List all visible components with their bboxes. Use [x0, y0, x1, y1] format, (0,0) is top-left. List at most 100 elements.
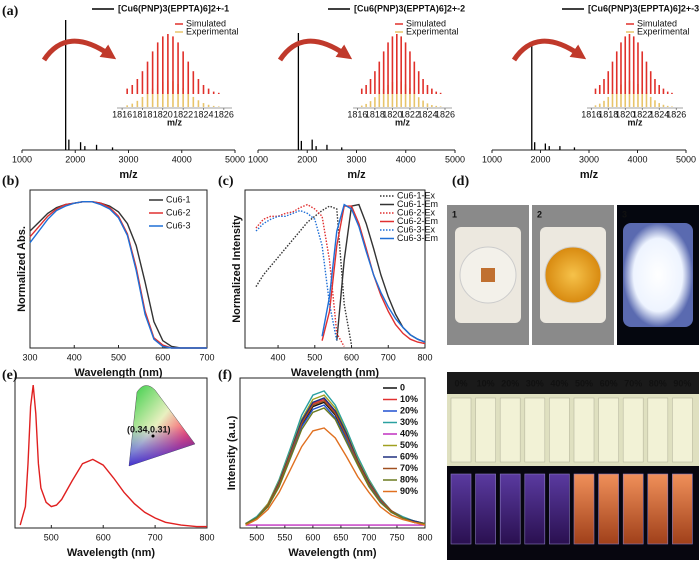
- panel-label: (c): [218, 174, 234, 189]
- vial-daylight: [647, 397, 669, 463]
- y-axis-label: Intensity (a.u.): [226, 415, 238, 490]
- inset-tick-label: 1818: [365, 109, 385, 119]
- x-tick-label: 3000: [118, 154, 138, 164]
- x-tick-label: 4000: [627, 154, 647, 164]
- legend-label: Cu6-1: [166, 194, 191, 204]
- inset-tick-label: 1820: [382, 109, 402, 119]
- vial-label: 0%: [454, 378, 467, 388]
- cie-blue: [129, 385, 195, 466]
- vial-uv: [475, 473, 496, 545]
- vial-daylight: [622, 397, 644, 463]
- x-tick-label: 600: [96, 532, 111, 542]
- x-tick-label: 4000: [396, 154, 416, 164]
- y-axis-label: Normalized Intensity: [231, 214, 243, 322]
- vial-label: 60%: [600, 378, 618, 388]
- x-tick-label: 500: [307, 352, 322, 362]
- x-tick-label: 700: [148, 532, 163, 542]
- x-tick-label: 800: [199, 532, 214, 542]
- inset-tick-label: 1822: [173, 109, 193, 119]
- inset-tick-label: 1824: [193, 109, 213, 119]
- series-line: [19, 385, 207, 528]
- panel-label: (b): [2, 174, 19, 189]
- x-tick-label: 550: [277, 532, 292, 542]
- x-tick-label: 800: [417, 352, 432, 362]
- x-tick-label: 650: [333, 532, 348, 542]
- legend-label: [Cu6(PNP)3(EPPTA)6]2+-1: [118, 3, 229, 13]
- photo-label: 2: [537, 209, 542, 219]
- vial-label: 10%: [477, 378, 495, 388]
- inset-legend-label: Experimental: [406, 26, 459, 36]
- vial-label: 20%: [501, 378, 519, 388]
- inset-tick-label: 1816: [112, 109, 132, 119]
- cie-point: [151, 434, 155, 438]
- x-tick-label: 400: [67, 352, 82, 362]
- x-tick-label: 3000: [346, 154, 366, 164]
- led-glow: [623, 223, 693, 327]
- legend-label: Cu6-3-Em: [397, 233, 438, 243]
- inset-legend-label: Experimental: [637, 26, 690, 36]
- vial-uv: [549, 473, 570, 545]
- legend-label: 20%: [400, 405, 418, 415]
- series-line: [245, 404, 426, 525]
- vial-uv: [499, 473, 521, 545]
- photo-label: 3: [622, 209, 627, 219]
- vial-daylight: [672, 397, 693, 463]
- x-axis-label: Wavelength (nm): [288, 547, 377, 559]
- inset-tick-label: 1820: [153, 109, 173, 119]
- x-axis-label: m/z: [347, 169, 366, 181]
- vial-daylight: [598, 397, 619, 463]
- plot-frame: [239, 377, 426, 529]
- photo-label: 1: [452, 209, 457, 219]
- series-line: [255, 205, 353, 346]
- series-line: [245, 427, 426, 526]
- arrow: [277, 38, 353, 62]
- x-tick-label: 4000: [172, 154, 192, 164]
- vial-daylight: [475, 397, 496, 463]
- arrow: [511, 38, 587, 62]
- series-line: [245, 397, 426, 525]
- panel-label: (f): [218, 368, 232, 383]
- legend-label: Cu6-3-Ex: [397, 224, 436, 234]
- vial-label: 40%: [550, 378, 568, 388]
- inset-axis-label: m/z: [627, 117, 643, 127]
- x-tick-label: 700: [199, 352, 214, 362]
- inset-tick-label: 1816: [347, 109, 367, 119]
- inset-tick-label: 1816: [581, 109, 601, 119]
- legend-label: 10%: [400, 394, 418, 404]
- legend-label: 0: [400, 382, 405, 392]
- vial-uv: [672, 473, 693, 545]
- vial-uv: [598, 473, 619, 545]
- vial-label: 80%: [649, 378, 667, 388]
- series-line: [29, 201, 207, 349]
- inset-tick-label: 1822: [632, 109, 652, 119]
- vial-daylight: [573, 397, 595, 463]
- x-tick-label: 2000: [65, 154, 85, 164]
- x-tick-label: 500: [44, 532, 59, 542]
- x-axis-label: Wavelength (nm): [67, 547, 156, 559]
- legend-label: 40%: [400, 428, 418, 438]
- x-tick-label: 2000: [297, 154, 317, 164]
- x-tick-label: 600: [155, 352, 170, 362]
- vial-daylight: [450, 397, 472, 463]
- legend-label: [Cu6(PNP)3(EPPTA)6]2+-3: [588, 3, 699, 13]
- x-tick-label: 800: [417, 532, 432, 542]
- panel-label: (e): [2, 368, 18, 383]
- x-tick-label: 300: [22, 352, 37, 362]
- x-axis-label: m/z: [119, 169, 138, 181]
- series-line: [321, 203, 426, 343]
- legend-label: 70%: [400, 463, 418, 473]
- inset-legend-label: Simulated: [406, 18, 446, 28]
- inset-axis-label: m/z: [167, 117, 183, 127]
- inset-tick-label: 1818: [132, 109, 152, 119]
- legend-label: 90%: [400, 486, 418, 496]
- inset-tick-label: 1822: [400, 109, 420, 119]
- x-tick-label: 1000: [482, 154, 502, 164]
- x-tick-label: 500: [111, 352, 126, 362]
- inset-tick-label: 1824: [417, 109, 437, 119]
- x-tick-label: 1000: [248, 154, 268, 164]
- vial-photo-strip: [447, 372, 699, 394]
- vial-uv: [573, 473, 595, 545]
- x-tick-label: 3000: [579, 154, 599, 164]
- legend-label: 80%: [400, 474, 418, 484]
